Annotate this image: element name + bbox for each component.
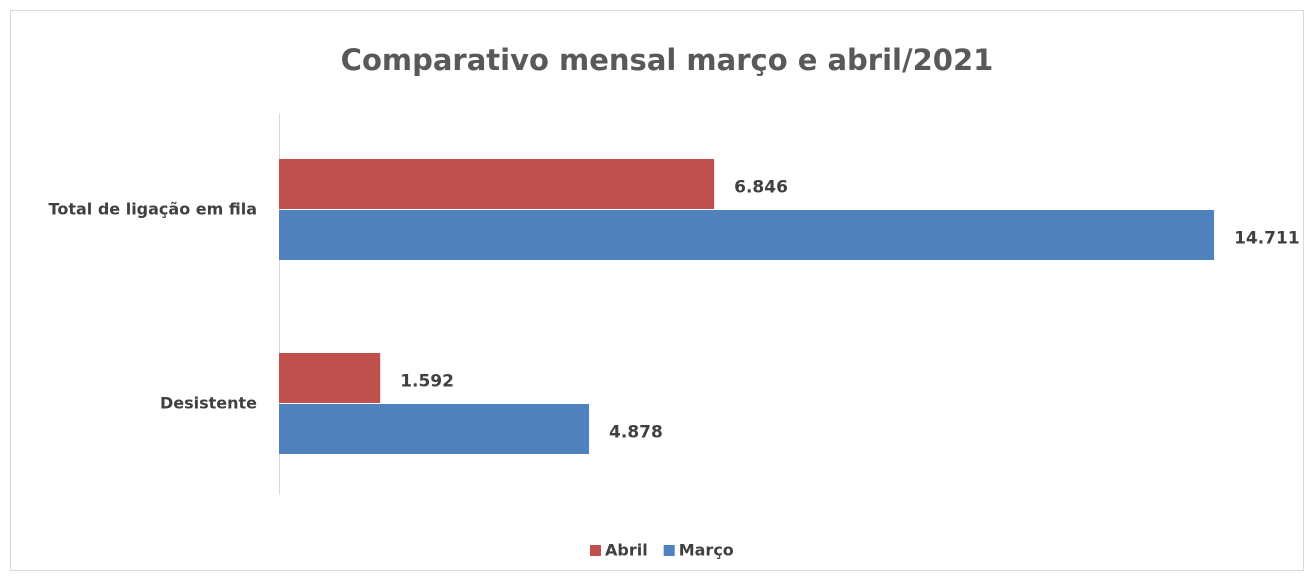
bar <box>279 353 381 403</box>
y-tick-label: Desistente <box>160 394 257 413</box>
legend-label: Abril <box>605 541 648 560</box>
legend-swatch <box>663 545 675 556</box>
data-label: 6.846 <box>734 178 788 198</box>
chart-border <box>10 10 1304 571</box>
chart-title: Comparativo mensal março e abril/2021 <box>341 43 994 77</box>
legend-label: Março <box>679 541 734 560</box>
legend-swatch <box>590 545 601 556</box>
bar <box>279 404 590 454</box>
data-label: 1.592 <box>400 372 454 392</box>
bar <box>279 159 715 209</box>
bar <box>279 210 1215 260</box>
data-label: 14.711 <box>1234 229 1300 249</box>
data-label: 4.878 <box>609 423 663 443</box>
y-tick-label: Total de ligação em fila <box>49 200 257 219</box>
